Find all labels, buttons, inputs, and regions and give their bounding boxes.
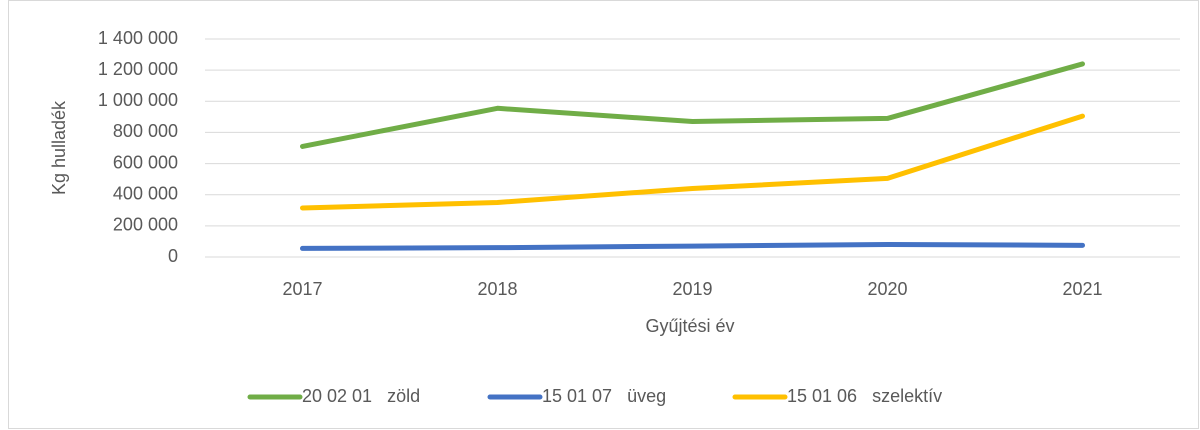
legend-label: 15 01 06 szelektív xyxy=(787,386,942,406)
y-tick-label: 800 000 xyxy=(113,121,178,141)
y-tick-label: 0 xyxy=(168,246,178,266)
legend-label: 15 01 07 üveg xyxy=(542,386,666,406)
y-tick-label: 1 000 000 xyxy=(98,90,178,110)
y-tick-label: 200 000 xyxy=(113,215,178,235)
series-line xyxy=(300,61,1085,149)
y-tick-label: 600 000 xyxy=(113,152,178,172)
x-tick-label: 2019 xyxy=(672,279,712,299)
series-line xyxy=(300,242,1085,251)
y-tick-label: 1 200 000 xyxy=(98,59,178,79)
series-line xyxy=(300,113,1085,211)
legend-label: 20 02 01 zöld xyxy=(302,386,420,406)
y-tick-label: 400 000 xyxy=(113,183,178,203)
chart-border xyxy=(8,0,1199,429)
x-tick-label: 2020 xyxy=(867,279,907,299)
x-tick-label: 2018 xyxy=(477,279,517,299)
x-axis-title: Gyűjtési év xyxy=(645,316,734,336)
x-tick-label: 2021 xyxy=(1062,279,1102,299)
x-tick-label: 2017 xyxy=(282,279,322,299)
y-axis-title: Kg hulladék xyxy=(49,100,69,195)
y-tick-label: 1 400 000 xyxy=(98,28,178,48)
